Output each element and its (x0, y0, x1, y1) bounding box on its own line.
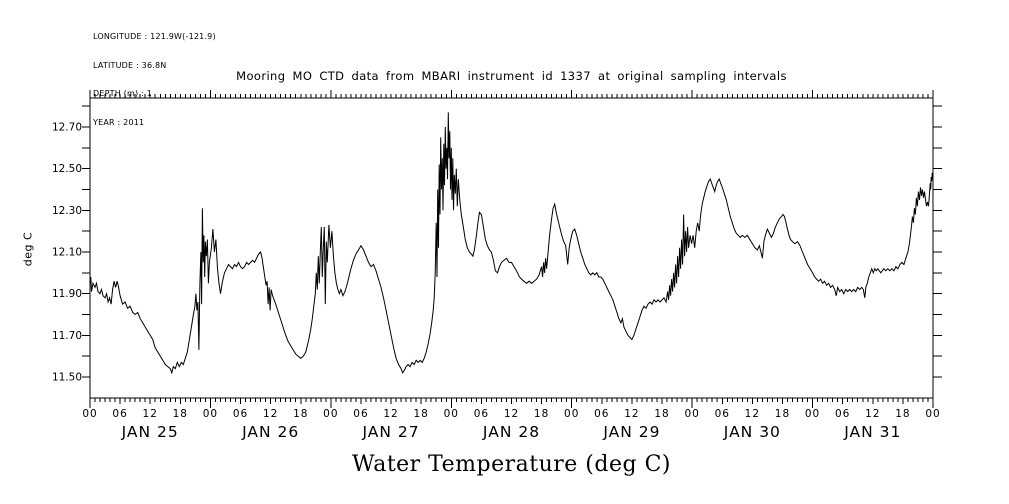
hour-tick-label: 12 (143, 408, 158, 420)
day-label: JAN 25 (121, 423, 179, 441)
hour-tick-label: 00 (684, 408, 699, 420)
hour-tick-label: 06 (835, 408, 850, 420)
day-label: JAN 27 (361, 423, 419, 441)
hour-tick-label: 06 (233, 408, 248, 420)
metadata-longitude: LONGITUDE : 121.9W(-121.9) (93, 32, 216, 41)
hour-tick-label: 00 (805, 408, 820, 420)
y-axis-tick-label: 12.70 (52, 122, 82, 134)
hour-tick-label: 18 (534, 408, 549, 420)
hour-tick-label: 18 (413, 408, 428, 420)
y-axis-tick-label: 12.30 (52, 205, 82, 217)
x-axis-series-title: Water Temperature (deg C) (352, 452, 671, 477)
hour-tick-label: 12 (745, 408, 760, 420)
hour-tick-label: 18 (654, 408, 669, 420)
day-label: JAN 26 (241, 423, 299, 441)
temperature-line (89, 112, 934, 375)
hour-tick-label: 06 (715, 408, 730, 420)
hour-tick-label: 18 (895, 408, 910, 420)
hour-tick-label: 18 (293, 408, 308, 420)
hour-tick-label: 06 (474, 408, 489, 420)
station-metadata: LONGITUDE : 121.9W(-121.9) LATITUDE : 36… (93, 13, 216, 146)
metadata-year: YEAR : 2011 (93, 117, 145, 127)
y-axis-tick-label: 11.50 (52, 372, 82, 384)
y-axis-tick-label: 11.70 (52, 330, 82, 342)
hour-tick-label: 12 (383, 408, 398, 420)
day-label: JAN 31 (843, 423, 901, 441)
hour-tick-label: 12 (865, 408, 880, 420)
hour-tick-label: 06 (594, 408, 609, 420)
chart-title: Mooring MO CTD data from MBARI instrumen… (236, 69, 787, 83)
hour-tick-label: 12 (504, 408, 519, 420)
day-label: JAN 28 (482, 423, 540, 441)
y-axis-tick-label: 12.10 (52, 247, 82, 259)
hour-tick-label: 00 (444, 408, 459, 420)
hour-tick-label: 00 (323, 408, 338, 420)
hour-tick-label: 18 (775, 408, 790, 420)
hour-tick-label: 00 (82, 408, 97, 420)
hour-tick-label: 12 (263, 408, 278, 420)
metadata-depth: DEPTH (m) : 1 (93, 89, 152, 98)
hour-tick-label: 06 (112, 408, 127, 420)
y-axis-tick-label: 11.90 (52, 288, 82, 300)
hour-tick-label: 00 (203, 408, 218, 420)
metadata-latitude: LATITUDE : 36.8N (93, 60, 167, 70)
hour-tick-label: 12 (624, 408, 639, 420)
hour-tick-label: 18 (173, 408, 188, 420)
day-label: JAN 30 (723, 423, 781, 441)
hour-tick-label: 00 (925, 408, 940, 420)
day-label: JAN 29 (602, 423, 660, 441)
plot-box (89, 97, 934, 399)
hour-tick-label: 00 (564, 408, 579, 420)
y-axis-tick-label: 12.50 (52, 163, 82, 175)
hour-tick-label: 06 (353, 408, 368, 420)
axes-group (82, 90, 942, 408)
